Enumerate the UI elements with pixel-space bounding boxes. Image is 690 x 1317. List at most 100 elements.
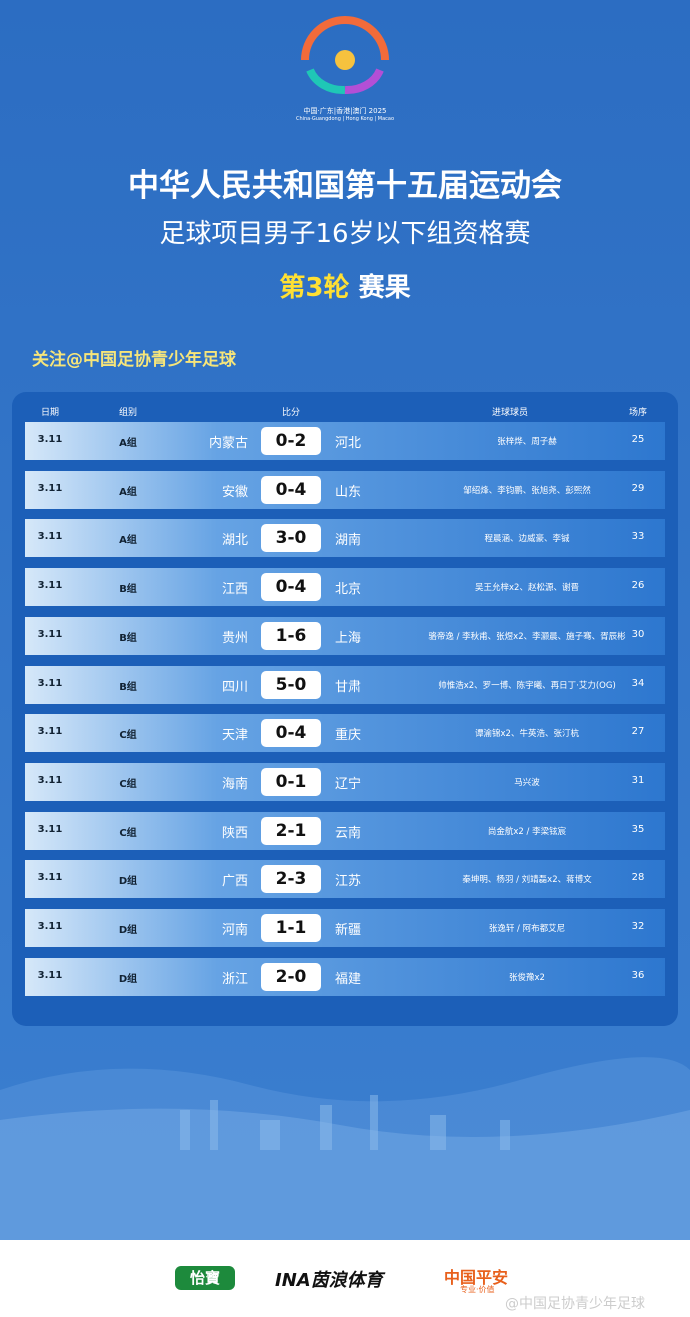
home-team: 安徽 — [221, 484, 248, 500]
home-team: 江西 — [221, 582, 248, 598]
away-team: 上海 — [335, 630, 362, 646]
date: 3.11 — [37, 677, 63, 689]
scorers: 吴王允梓x2、赵松源、谢晋 — [475, 583, 579, 594]
row-background — [25, 714, 665, 753]
match-number: 36 — [631, 969, 645, 981]
match-number: 31 — [631, 774, 645, 786]
score: 0-4 — [261, 475, 321, 504]
match-number: 25 — [631, 434, 645, 445]
home-team: 贵州 — [221, 630, 248, 646]
scorers: 邹绍烽、李钧鹏、张旭尧、彭熙然 — [463, 485, 591, 496]
scorers: 帅惟浩x2、罗一博、陈宇曦、再日丁·艾力(OG) — [438, 680, 616, 691]
subtitle: 足球项目男子16岁以下组资格赛 — [159, 219, 531, 249]
match-number: 30 — [631, 628, 645, 640]
column-header: 组别 — [118, 408, 137, 418]
column-header: 日期 — [40, 408, 59, 418]
scorers: 尚金航x2 / 李梁铉宸 — [487, 826, 567, 837]
date: 3.11 — [37, 482, 63, 494]
group: A组 — [119, 535, 137, 547]
sponsor: INA茵浪体育 — [275, 1270, 383, 1291]
row-background — [25, 909, 665, 947]
sponsor: 怡寶 — [175, 1266, 235, 1290]
away-team: 福建 — [335, 971, 362, 987]
group: A组 — [119, 438, 137, 449]
date: 3.11 — [37, 921, 63, 932]
date: 3.11 — [37, 628, 63, 640]
scorers: 张梓烨、周子赫 — [497, 437, 557, 447]
sponsor: 中国平安 — [444, 1268, 509, 1287]
column-header: 进球球员 — [491, 408, 528, 418]
score: 0-4 — [261, 573, 321, 602]
group: B组 — [119, 632, 137, 644]
row-background — [25, 762, 665, 801]
date: 3.11 — [37, 434, 63, 445]
home-team: 河南 — [221, 923, 248, 938]
scorers: 张逸轩 / 阿布都艾尼 — [488, 924, 566, 934]
logo-caption: 中国·广东|香港|澳门 2025 — [303, 107, 387, 115]
score: 3-0 — [261, 524, 321, 553]
row-background — [25, 470, 665, 509]
group: A组 — [119, 486, 137, 498]
date: 3.11 — [37, 726, 63, 738]
row-background — [25, 860, 665, 899]
scorers: 秦坤明、杨羽 / 刘靖磊x2、蒋博文 — [462, 875, 592, 886]
score: 0-2 — [261, 427, 321, 455]
group: C组 — [119, 730, 137, 742]
home-team: 广西 — [221, 874, 248, 890]
away-team: 新疆 — [335, 923, 362, 938]
column-header: 比分 — [281, 408, 300, 418]
group: B组 — [119, 584, 137, 596]
group: D组 — [118, 925, 138, 936]
score: 2-0 — [261, 962, 321, 991]
watermark: @中国足协青少年足球 — [505, 1296, 645, 1312]
away-team: 云南 — [335, 825, 362, 841]
sponsor-slogan: 专业·价值 — [460, 1285, 495, 1294]
round-line: 第3轮 赛果 — [0, 267, 690, 304]
title: 中华人民共和国第十五届运动会 — [128, 168, 562, 204]
group: D组 — [118, 973, 138, 985]
away-team: 甘肃 — [335, 679, 362, 695]
follow: 关注@中国足协青少年足球 — [32, 350, 236, 370]
row-background — [25, 519, 665, 558]
away-team: 重庆 — [335, 728, 362, 744]
group: D组 — [118, 876, 138, 888]
match-number: 26 — [631, 580, 645, 592]
row-background — [25, 422, 665, 460]
scorers: 马兴波 — [514, 777, 540, 788]
away-team: 湖南 — [335, 533, 362, 549]
match-number: 32 — [631, 921, 645, 932]
scorers: 骆帝逸 / 李秋甫、张煜x2、李灏晨、施子骞、胥辰彬 — [428, 631, 626, 642]
home-team: 湖北 — [221, 533, 248, 549]
date: 3.11 — [37, 872, 63, 884]
results: 赛果 — [358, 273, 411, 303]
home-team: 四川 — [221, 679, 248, 695]
round: 第3轮 — [279, 273, 350, 303]
home-team: 陕西 — [221, 825, 248, 841]
home-team: 浙江 — [221, 971, 248, 987]
date: 3.11 — [37, 823, 63, 835]
logo-caption-en: China·Guangdong | Hong Kong | Macao — [295, 116, 395, 122]
score: 5-0 — [261, 670, 321, 699]
group: B组 — [119, 681, 137, 693]
row-background — [25, 811, 665, 850]
scorers: 张俊豫x2 — [509, 972, 545, 983]
away-team: 山东 — [335, 484, 362, 500]
away-team: 辽宁 — [335, 776, 362, 792]
score: 2-3 — [261, 865, 321, 894]
score: 1-1 — [261, 914, 321, 942]
row-background — [25, 665, 665, 704]
row-background — [25, 568, 665, 607]
group: C组 — [119, 778, 137, 790]
scorers: 程晨涵、边威豪、李铖 — [484, 534, 570, 545]
away-team: 江苏 — [335, 874, 362, 890]
score: 1-6 — [261, 621, 321, 650]
date: 3.11 — [37, 969, 63, 981]
home-team: 内蒙古 — [208, 436, 248, 451]
match-number: 35 — [631, 823, 645, 835]
match-number: 27 — [631, 726, 645, 738]
row-background — [25, 616, 665, 655]
match-number: 29 — [631, 482, 645, 494]
home-team: 天津 — [221, 728, 248, 744]
away-team: 北京 — [335, 582, 362, 598]
